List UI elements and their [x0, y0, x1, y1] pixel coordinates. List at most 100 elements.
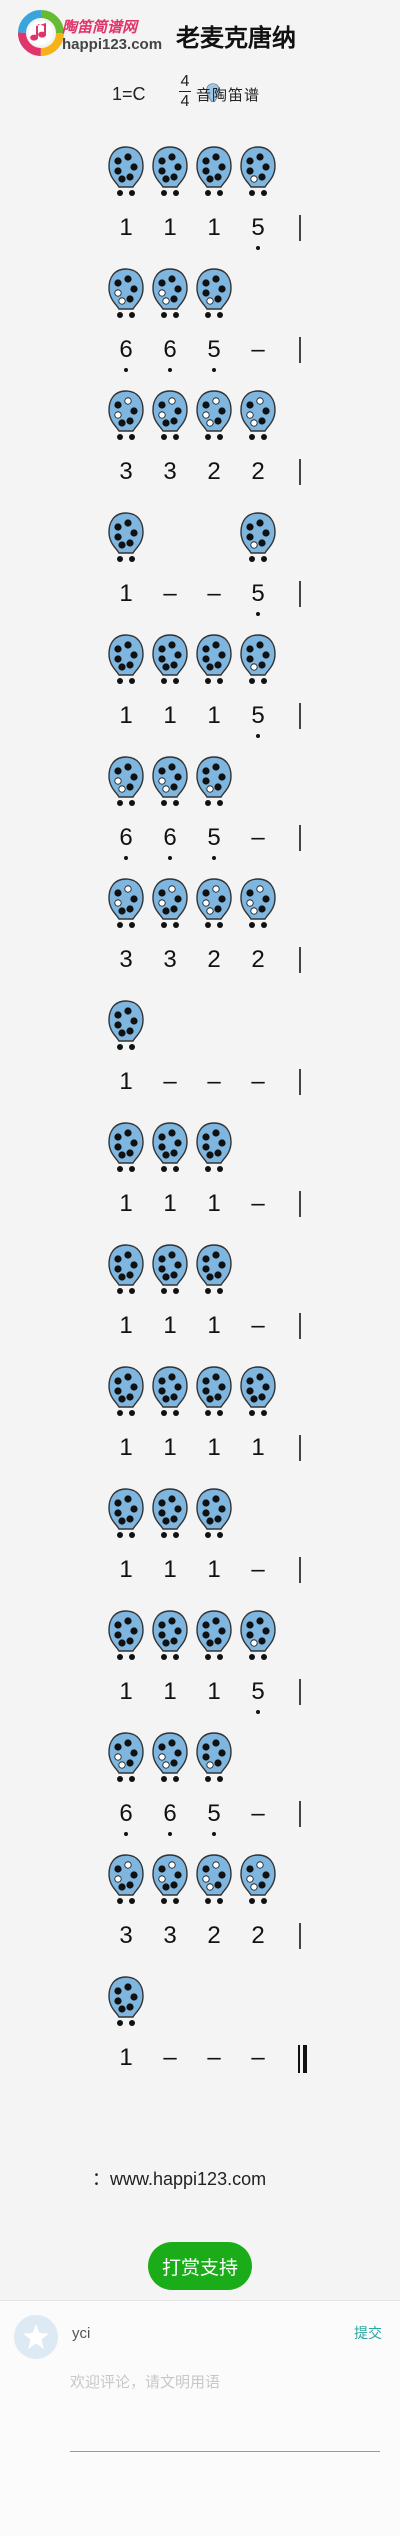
comment-user-name: yci	[72, 2325, 91, 2342]
fingering-icon	[194, 1731, 234, 1785]
note: 6	[106, 1799, 146, 1836]
barline	[299, 703, 301, 729]
barline	[299, 1679, 301, 1705]
site-logo-icon[interactable]	[18, 10, 64, 56]
note: 3	[163, 458, 177, 485]
note: 1	[207, 1556, 221, 1583]
comment-submit-button[interactable]: 提交	[354, 2325, 382, 2341]
fingering-icon	[106, 1853, 146, 1907]
note: 2	[251, 1922, 265, 1949]
note: 6	[106, 823, 146, 860]
note: 1	[163, 1190, 177, 1217]
score-row: 1 1 1 –	[0, 1121, 400, 1241]
note: 1	[119, 580, 133, 607]
note: 5	[194, 335, 234, 372]
score-row: 1 – – –	[0, 999, 400, 1119]
fingering-icon	[106, 389, 146, 443]
octave-dot	[256, 734, 260, 738]
barline	[299, 947, 301, 973]
fingering-icon	[194, 1121, 234, 1175]
fingering-icon	[238, 389, 278, 443]
fingering-icon	[238, 1365, 278, 1419]
note: 2	[207, 1922, 221, 1949]
note: 1	[163, 1434, 177, 1461]
fingering-icon	[106, 877, 146, 931]
note: –	[251, 824, 265, 851]
note: –	[251, 1068, 265, 1095]
fingering-icon	[238, 145, 278, 199]
note: –	[251, 1800, 265, 1827]
fingering-icon	[106, 1975, 146, 2029]
octave-dot	[212, 368, 216, 372]
reward-button[interactable]: 打赏支持	[148, 2242, 252, 2290]
fingering-icon	[106, 1121, 146, 1175]
fingering-icon	[150, 755, 190, 809]
avatar-star-icon	[14, 2315, 58, 2359]
note: 1	[207, 1434, 221, 1461]
fingering-icon	[150, 1853, 190, 1907]
note: 2	[251, 946, 265, 973]
note: 1	[251, 1434, 265, 1461]
fingering-icon	[194, 1487, 234, 1541]
note: 6	[106, 335, 146, 372]
barline	[299, 1923, 301, 1949]
note: –	[163, 580, 177, 607]
comment-input[interactable]	[70, 2371, 380, 2452]
note: –	[163, 1068, 177, 1095]
footer-url[interactable]: ：www.happi123.com	[92, 2165, 266, 2191]
score-row: 1 1 1 –	[0, 1243, 400, 1363]
note: 3	[119, 946, 133, 973]
barline	[299, 1191, 301, 1217]
note: 2	[207, 458, 221, 485]
fingering-icon	[106, 755, 146, 809]
site-url[interactable]: happi123.com	[62, 36, 163, 53]
fingering-icon	[194, 267, 234, 321]
octave-dot	[256, 1710, 260, 1714]
note: 5	[238, 579, 278, 616]
fingering-icon	[150, 1365, 190, 1419]
note: 5	[238, 213, 278, 250]
meter-top: 4	[180, 73, 190, 90]
fingering-icon	[194, 145, 234, 199]
fingering-icon	[150, 633, 190, 687]
note: 1	[119, 2044, 133, 2071]
score-row: 6 6 5–	[0, 267, 400, 387]
fingering-icon	[106, 1365, 146, 1419]
fingering-icon	[150, 267, 190, 321]
note: 3	[119, 1922, 133, 1949]
fingering-icon	[194, 1365, 234, 1419]
footer-url-text[interactable]: ：www.happi123.com	[92, 2169, 267, 2189]
note: –	[251, 2044, 265, 2071]
fingering-icon	[106, 267, 146, 321]
note: –	[251, 336, 265, 363]
barline	[299, 1069, 301, 1095]
barline	[299, 825, 301, 851]
final-barline-thick	[303, 2045, 307, 2073]
note: 1	[119, 1678, 133, 1705]
octave-dot	[168, 368, 172, 372]
note: 1	[163, 702, 177, 729]
note: 6	[150, 335, 190, 372]
note: 6	[150, 823, 190, 860]
score-row: 1 – – –	[0, 1975, 400, 2095]
final-barline	[298, 2045, 300, 2073]
fingering-icon	[106, 511, 146, 565]
song-title: 老麦克唐纳	[176, 25, 296, 52]
score-row: 3 3 2 2	[0, 389, 400, 509]
score-row: 1 1 1 –	[0, 1487, 400, 1607]
fingering-icon	[106, 1609, 146, 1663]
fingering-icon	[194, 1609, 234, 1663]
page-header: 陶笛简谱网 happi123.com 老麦克唐纳 1=C 4 4 音陶笛谱	[0, 0, 400, 110]
note: –	[207, 2044, 221, 2071]
barline	[299, 459, 301, 485]
octave-dot	[212, 1832, 216, 1836]
note: 1	[119, 1312, 133, 1339]
key-signature: 1=C	[112, 84, 146, 104]
barline	[299, 1557, 301, 1583]
note: 1	[207, 1678, 221, 1705]
fingering-icon	[150, 389, 190, 443]
site-name[interactable]: 陶笛简谱网	[62, 19, 138, 36]
fingering-icon	[150, 145, 190, 199]
note: 3	[163, 1922, 177, 1949]
